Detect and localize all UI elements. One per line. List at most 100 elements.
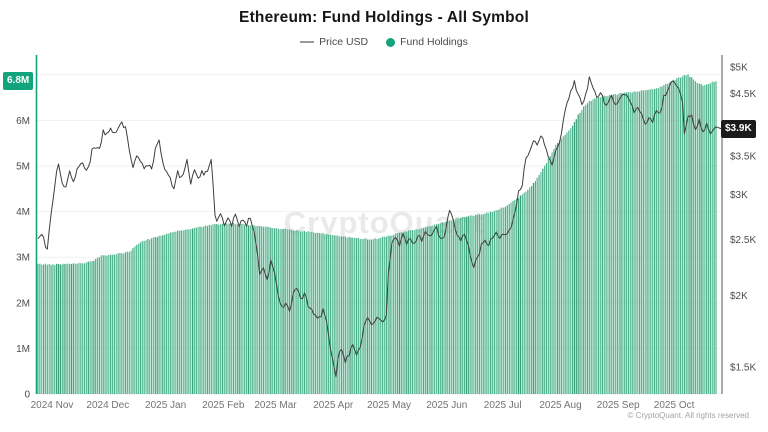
holdings-bar (232, 222, 235, 394)
holdings-bar (519, 195, 522, 394)
holdings-bar (560, 138, 563, 394)
holdings-bar (568, 130, 570, 394)
legend-item-price[interactable]: Price USD (300, 36, 368, 48)
holdings-bar (372, 239, 374, 394)
holdings-bar (203, 226, 205, 394)
holdings-bar (327, 234, 330, 394)
holdings-bar (616, 94, 618, 395)
holdings-bar (326, 233, 328, 394)
holdings-bar (238, 224, 240, 394)
holdings-bar (523, 192, 525, 394)
holdings-bar (221, 223, 224, 394)
holdings-bar (557, 143, 559, 394)
holdings-bar (413, 230, 415, 394)
holdings-bar (437, 224, 440, 394)
holdings-bar (704, 85, 706, 394)
holdings-bar (439, 223, 441, 394)
holdings-bar (609, 94, 611, 395)
holdings-bar (493, 210, 495, 394)
holdings-bar (484, 213, 486, 394)
holdings-bar (639, 91, 641, 394)
holdings-bar (598, 97, 600, 394)
holdings-bar (486, 212, 488, 394)
holdings-bar (585, 105, 587, 394)
holdings-bar (162, 235, 164, 394)
holdings-bar (465, 216, 468, 394)
holdings-bar (259, 226, 261, 394)
holdings-bar (260, 226, 263, 394)
holdings-current-badge: 6.8M (3, 72, 34, 90)
holdings-bar (652, 89, 654, 394)
holdings-bar (633, 91, 635, 394)
holdings-bar (594, 98, 596, 395)
left-axis-tick-label: 4M (16, 207, 30, 218)
holdings-bar (37, 263, 39, 394)
holdings-bar (674, 79, 676, 395)
holdings-bar (191, 228, 194, 394)
holdings-bar (83, 263, 86, 394)
holdings-bar (111, 254, 114, 394)
right-axis-tick-label: $3.5K (730, 151, 756, 162)
holdings-bar (679, 77, 682, 394)
holdings-bar (365, 238, 367, 394)
holdings-bar (547, 158, 549, 394)
holdings-bar (367, 239, 369, 394)
holdings-bar (119, 252, 121, 394)
holdings-bar (383, 236, 386, 394)
holdings-bar (637, 91, 639, 394)
holdings-bar (659, 86, 661, 394)
holdings-bar (180, 230, 183, 394)
holdings-bar (476, 214, 479, 394)
left-axis-tick-label: 0 (24, 390, 30, 401)
holdings-bar (137, 243, 140, 394)
holdings-bar (195, 227, 197, 394)
holdings-bar (396, 233, 399, 394)
holdings-bar (85, 262, 88, 394)
holdings-bar (44, 263, 47, 394)
holdings-bar (661, 86, 663, 394)
holdings-bar (342, 236, 345, 394)
holdings-bar (709, 83, 712, 394)
holdings-bar (281, 229, 283, 394)
holdings-bar (586, 103, 589, 395)
holdings-bar (571, 125, 574, 394)
holdings-bar (685, 75, 687, 395)
holdings-bar (583, 106, 585, 394)
x-axis-month-label: 2024 Nov (31, 400, 74, 411)
holdings-bar (631, 92, 633, 394)
holdings-bar (205, 225, 207, 394)
holdings-bar (490, 211, 492, 394)
price-current-badge: $3.9K (721, 120, 756, 138)
x-axis-month-label: 2025 Apr (313, 400, 354, 411)
holdings-bar (67, 263, 69, 394)
holdings-bar (59, 264, 61, 394)
holdings-bar (415, 229, 417, 394)
holdings-bar (206, 226, 209, 394)
holdings-bar (443, 222, 445, 394)
holdings-bar (525, 191, 527, 394)
holdings-bar (87, 261, 89, 394)
x-axis-month-label: 2025 Jun (426, 400, 467, 411)
holdings-bar (357, 237, 359, 394)
holdings-bar (460, 217, 462, 394)
holdings-bar (629, 92, 631, 395)
holdings-bar (648, 89, 650, 394)
legend-item-holdings[interactable]: Fund Holdings (386, 36, 468, 48)
holdings-bar (428, 225, 430, 394)
holdings-bar (603, 95, 605, 394)
holdings-bar (624, 92, 626, 394)
holdings-bar (41, 264, 43, 394)
holdings-bar (266, 226, 268, 394)
holdings-bar (419, 229, 421, 394)
copyright-text: © CryptoQuant. All rights reserved (627, 411, 750, 420)
holdings-bar (491, 212, 494, 394)
holdings-bar (339, 236, 341, 394)
holdings-bar (320, 233, 322, 394)
holdings-bar (549, 156, 551, 394)
holdings-bar (683, 75, 685, 394)
holdings-bar (354, 237, 356, 394)
holdings-bar (296, 230, 298, 394)
holdings-bar (279, 229, 281, 394)
holdings-bar (657, 88, 659, 394)
